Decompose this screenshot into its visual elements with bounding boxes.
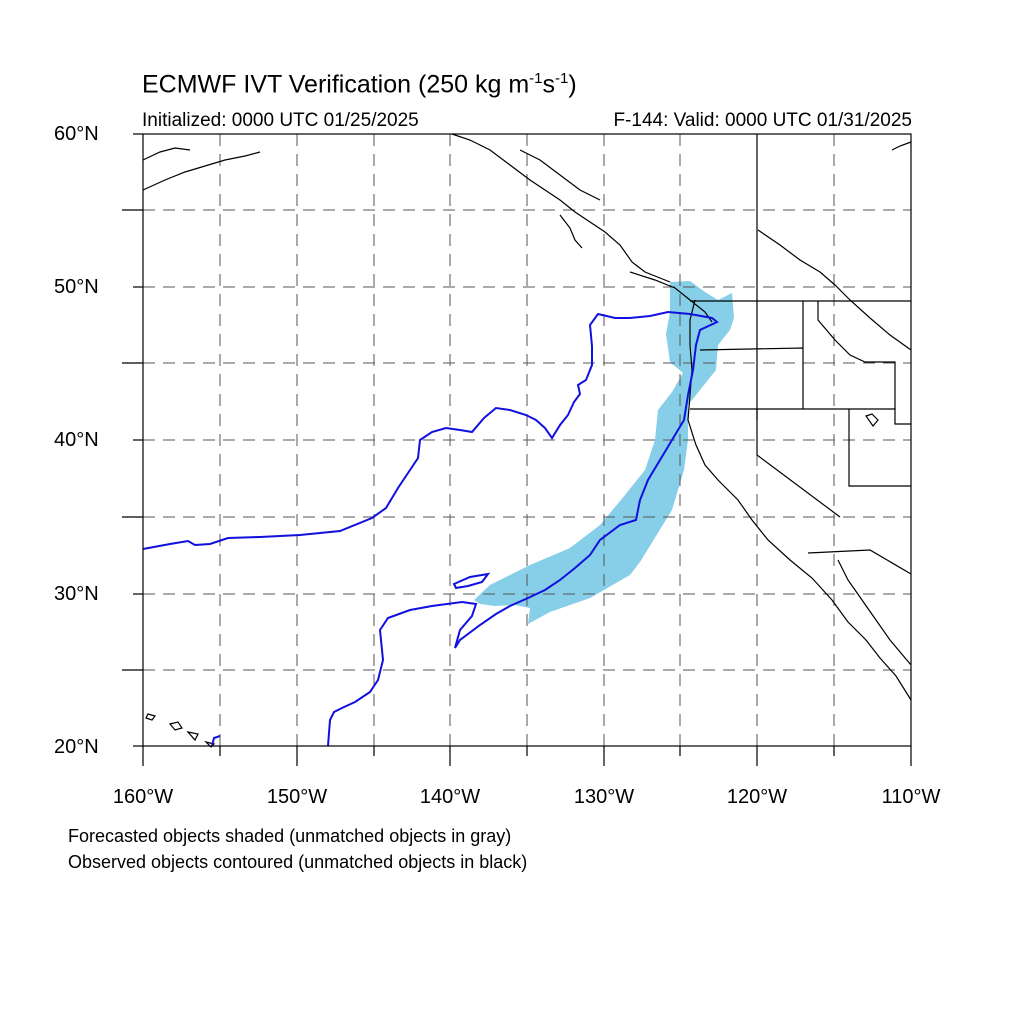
coastlines <box>142 133 912 748</box>
graticule <box>143 134 911 746</box>
lon-label-150w: 150°W <box>266 786 328 808</box>
legend-forecast-note: Forecasted objects shaded (unmatched obj… <box>68 826 512 846</box>
valid-time-label: F-144: Valid: 0000 UTC 01/31/2025 <box>613 110 912 131</box>
lon-label-130w: 130°W <box>573 786 635 808</box>
lat-label-50: 50°N <box>54 276 99 298</box>
lon-label-110w: 110°W <box>881 786 941 808</box>
lat-label-40: 40°N <box>54 429 99 451</box>
initialized-label: Initialized: 0000 UTC 01/25/2025 <box>142 110 419 131</box>
legend-observed-note: Observed objects contoured (unmatched ob… <box>68 852 528 872</box>
observed-object-contour <box>142 310 719 747</box>
lat-label-60: 60°N <box>54 123 99 145</box>
lon-label-120w: 120°W <box>726 786 788 808</box>
lat-label-20: 20°N <box>54 736 99 758</box>
chart-title: ECMWF IVT Verification (250 kg m-1s-1) <box>142 70 577 99</box>
lon-label-160w: 160°W <box>112 786 174 808</box>
map-frame <box>122 133 912 766</box>
lat-label-30: 30°N <box>54 583 99 605</box>
forecast-object-shading <box>474 281 734 624</box>
lon-label-140w: 140°W <box>419 786 481 808</box>
